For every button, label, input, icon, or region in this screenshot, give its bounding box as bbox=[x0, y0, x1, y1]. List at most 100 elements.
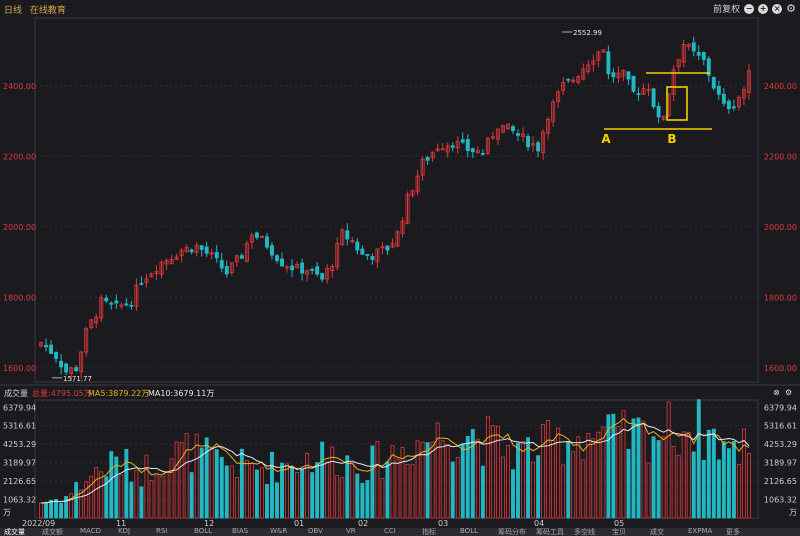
indicator-tab[interactable]: BOLL bbox=[194, 528, 212, 535]
indicator-tab[interactable]: VR bbox=[346, 528, 356, 535]
volume-bar-up bbox=[380, 478, 385, 519]
close-circle-icon[interactable]: × bbox=[772, 3, 783, 14]
candle-up bbox=[154, 271, 159, 274]
volume-bar-up bbox=[209, 447, 214, 519]
volume-bar-up bbox=[490, 425, 495, 519]
candle-up bbox=[330, 266, 335, 272]
indicator-tab[interactable]: CCI bbox=[384, 528, 396, 535]
volume-tick-left: 5316.61 bbox=[3, 422, 36, 431]
candle-down bbox=[511, 126, 515, 131]
candle-up bbox=[601, 49, 606, 53]
indicator-tab[interactable]: 筹码工具 bbox=[536, 528, 564, 536]
volume-bar-up bbox=[571, 451, 576, 519]
indicator-tab[interactable]: RSI bbox=[156, 528, 168, 535]
candle-down bbox=[566, 78, 571, 81]
volume-bar-up bbox=[736, 464, 741, 519]
candle-down bbox=[254, 232, 259, 238]
candle-up bbox=[621, 69, 626, 77]
volume-bar-down bbox=[566, 441, 571, 519]
candle-down bbox=[385, 245, 390, 251]
volume-bar-up bbox=[244, 460, 249, 519]
candle-up bbox=[495, 128, 500, 140]
indicator-tab-bar: 成交量 成交额 MACD KDJ RSI BOLL BIAS W&R OBV VR CCI 指标 BOL… bbox=[0, 528, 800, 536]
volume-bar-down bbox=[711, 428, 716, 519]
candle-down bbox=[219, 260, 224, 269]
candle-up bbox=[410, 190, 415, 196]
volume-bar-up bbox=[576, 436, 581, 519]
candle-down bbox=[706, 58, 711, 76]
indicator-tab[interactable]: 多空线 bbox=[574, 528, 595, 536]
tab-daily[interactable]: 日线 bbox=[4, 6, 23, 16]
volume-bar-down bbox=[74, 482, 79, 519]
indicator-tab[interactable]: 指标 bbox=[422, 528, 436, 536]
volume-bar-down bbox=[516, 442, 520, 519]
price-panel-frame bbox=[34, 17, 759, 383]
indicator-tab[interactable]: W&R bbox=[270, 528, 288, 535]
indicator-tab[interactable]: BIAS bbox=[232, 528, 249, 535]
chart-tabs: 日线 在线教育 bbox=[4, 3, 71, 16]
low-price-label: 1571.77 bbox=[63, 375, 92, 383]
indicator-tab[interactable]: BOLL bbox=[460, 528, 478, 535]
candle-up bbox=[234, 255, 239, 263]
volume-tick-right: 4253.29 bbox=[764, 440, 797, 449]
indicator-tab[interactable]: 成交 bbox=[650, 528, 664, 536]
candle-up bbox=[380, 246, 385, 249]
volume-bar-up bbox=[405, 463, 410, 519]
indicator-tab[interactable]: 宝贝 bbox=[612, 528, 626, 536]
volume-bar-up bbox=[400, 447, 405, 519]
candle-up bbox=[556, 91, 561, 102]
volume-bar-up bbox=[179, 442, 184, 519]
candle-down bbox=[656, 105, 661, 118]
volume-bar-up bbox=[84, 481, 89, 519]
indicator-tab[interactable]: EXPMA bbox=[688, 528, 713, 535]
candle-down bbox=[696, 52, 701, 56]
volume-bar-up bbox=[335, 475, 340, 519]
volume-bar-down bbox=[315, 462, 320, 519]
volume-bar-up bbox=[119, 474, 124, 519]
candle-down bbox=[731, 106, 736, 109]
gear-icon[interactable]: ⚙ bbox=[786, 2, 796, 15]
indicator-tab[interactable]: KDJ bbox=[118, 528, 131, 535]
volume-bar-up bbox=[671, 446, 676, 519]
volume-bar-down bbox=[606, 414, 611, 519]
volume-tick-right: 6379.94 bbox=[764, 403, 797, 412]
volume-bar-up bbox=[455, 457, 460, 519]
candle-up bbox=[229, 262, 234, 273]
indicator-tab[interactable]: 更多 bbox=[726, 528, 740, 536]
close-circle-icon[interactable]: ⊗ bbox=[773, 388, 780, 397]
volume-bar-up bbox=[641, 420, 646, 519]
volume-bar-down bbox=[470, 428, 475, 519]
candle-up bbox=[179, 249, 184, 256]
indicator-tab[interactable]: OBV bbox=[308, 528, 323, 535]
indicator-tab[interactable]: 成交量 bbox=[4, 528, 25, 536]
volume-bar-up bbox=[546, 420, 551, 519]
tab-online-education[interactable]: 在线教育 bbox=[29, 6, 66, 16]
volume-bar-up bbox=[94, 467, 99, 519]
volume-tick-left: 1063.32 bbox=[3, 496, 36, 505]
volume-bar-down bbox=[104, 476, 109, 519]
candle-up bbox=[435, 148, 440, 151]
volume-bar-down bbox=[219, 456, 224, 519]
indicator-tab[interactable]: 筹码分布 bbox=[498, 528, 526, 536]
volume-bar-down bbox=[716, 459, 721, 519]
adjust-mode-label[interactable]: 前复权 bbox=[713, 5, 741, 15]
gear-icon[interactable]: ⚙ bbox=[785, 388, 793, 397]
candle-down bbox=[721, 93, 726, 104]
volume-bar-up bbox=[340, 477, 345, 519]
candle-down bbox=[239, 255, 244, 259]
volume-tick-right: 3189.97 bbox=[764, 459, 797, 468]
volume-bar-up bbox=[485, 416, 490, 519]
candle-down bbox=[460, 139, 465, 143]
volume-bar-down bbox=[270, 451, 274, 519]
volume-panel-frame bbox=[34, 399, 759, 519]
volume-bar-up bbox=[144, 454, 149, 519]
price-tick-right: 1800.00 bbox=[764, 293, 797, 302]
indicator-tab[interactable]: MACD bbox=[80, 528, 101, 535]
indicator-tab[interactable]: 成交额 bbox=[42, 528, 63, 536]
volume-bar-down bbox=[44, 501, 48, 519]
candle-down bbox=[64, 363, 69, 373]
minus-circle-icon[interactable]: − bbox=[744, 3, 755, 14]
candle-up bbox=[69, 367, 74, 374]
plus-circle-icon[interactable]: + bbox=[758, 3, 769, 14]
